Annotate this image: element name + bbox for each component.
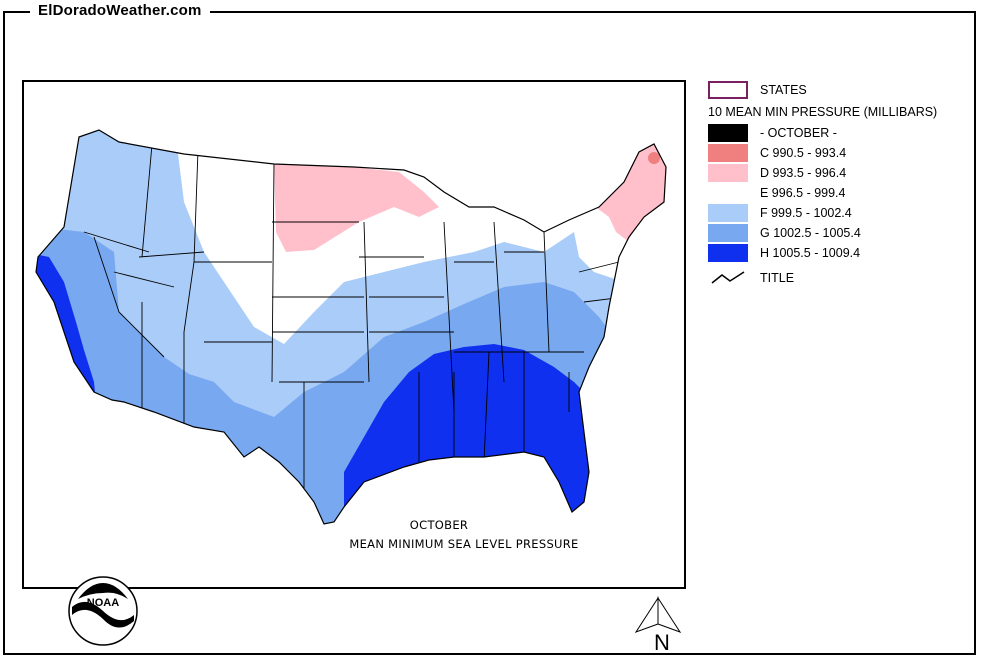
title-line-icon (711, 271, 745, 284)
state-borders (83, 130, 625, 502)
legend-title-label: TITLE (760, 271, 795, 285)
legend-item-label: E 996.5 - 999.4 (760, 186, 846, 200)
zone-d-north (274, 164, 439, 252)
legend-item: D 993.5 - 996.4 (708, 163, 846, 183)
map-frame: NOAA OCTOBER MEAN MINIMUM SEA LEVEL PRES… (22, 80, 686, 646)
legend-item: - OCTOBER - (708, 123, 837, 143)
legend-swatch (708, 244, 748, 262)
north-arrow-icon: N (634, 596, 682, 655)
legend-item-label: H 1005.5 - 1009.4 (760, 246, 861, 260)
pressure-map (35, 129, 667, 525)
north-arrow: N (632, 594, 692, 659)
legend-item-label: C 990.5 - 993.4 (760, 146, 847, 160)
legend-heading: 10 MEAN MIN PRESSURE (MILLIBARS) (708, 105, 938, 119)
zone-f-lakes-notch (439, 207, 504, 232)
noaa-logo: NOAA (66, 575, 140, 652)
legend-item-label: - OCTOBER - (760, 126, 837, 140)
legend-swatch (708, 204, 748, 222)
legend-swatch (708, 144, 748, 162)
legend-item: F 999.5 - 1002.4 (708, 203, 852, 223)
legend-title-row: TITLE (708, 268, 794, 288)
legend-item: H 1005.5 - 1009.4 (708, 243, 860, 263)
legend-swatch (708, 184, 748, 202)
map-caption-month: OCTOBER (409, 518, 469, 532)
north-label: N (654, 630, 670, 654)
legend-swatch (708, 224, 748, 242)
site-title[interactable]: ElDoradoWeather.com (30, 2, 210, 19)
legend-item: C 990.5 - 993.4 (708, 143, 846, 163)
legend-states-row: STATES (708, 80, 807, 100)
legend-item-label: G 1002.5 - 1005.4 (760, 226, 861, 240)
legend-item: G 1002.5 - 1005.4 (708, 223, 861, 243)
us-outline (35, 129, 667, 525)
legend-item-label: F 999.5 - 1002.4 (760, 206, 852, 220)
legend-swatch (708, 164, 748, 182)
legend-states-label: STATES (760, 83, 807, 97)
legend-swatch (708, 124, 748, 142)
zone-c-maine (648, 152, 660, 164)
outer-frame (3, 11, 976, 655)
states-swatch (708, 81, 748, 99)
legend-item-label: D 993.5 - 996.4 (760, 166, 847, 180)
map-caption-title: MEAN MINIMUM SEA LEVEL PRESSURE (349, 537, 579, 551)
noaa-logo-text: NOAA (87, 597, 119, 609)
legend-item: E 996.5 - 999.4 (708, 183, 845, 203)
